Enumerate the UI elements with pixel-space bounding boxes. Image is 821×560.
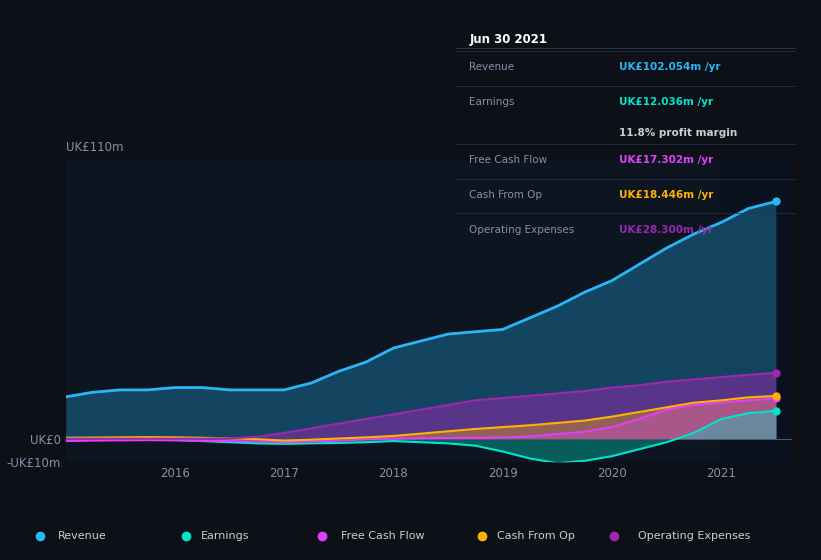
Text: Earnings: Earnings: [470, 97, 515, 107]
Text: UK£17.302m /yr: UK£17.302m /yr: [619, 155, 713, 165]
Text: UK£28.300m /yr: UK£28.300m /yr: [619, 225, 713, 235]
Text: Cash From Op: Cash From Op: [497, 531, 575, 541]
Text: Jun 30 2021: Jun 30 2021: [470, 33, 548, 46]
Text: Cash From Op: Cash From Op: [470, 190, 543, 200]
Text: UK£18.446m /yr: UK£18.446m /yr: [619, 190, 713, 200]
Text: Operating Expenses: Operating Expenses: [639, 531, 750, 541]
Text: UK£110m: UK£110m: [66, 141, 123, 154]
Text: UK£12.036m /yr: UK£12.036m /yr: [619, 97, 713, 107]
Text: 11.8% profit margin: 11.8% profit margin: [619, 128, 737, 138]
Text: Free Cash Flow: Free Cash Flow: [470, 155, 548, 165]
Bar: [721, 160, 792, 462]
Text: Earnings: Earnings: [201, 531, 250, 541]
Text: Revenue: Revenue: [57, 531, 106, 541]
Text: Free Cash Flow: Free Cash Flow: [341, 531, 424, 541]
Text: Revenue: Revenue: [470, 62, 515, 72]
Text: Operating Expenses: Operating Expenses: [470, 225, 575, 235]
Text: UK£102.054m /yr: UK£102.054m /yr: [619, 62, 721, 72]
